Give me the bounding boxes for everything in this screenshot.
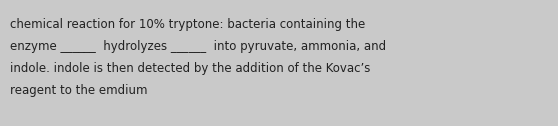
Text: chemical reaction for 10% tryptone: bacteria containing the: chemical reaction for 10% tryptone: bact… <box>10 18 365 31</box>
Text: indole. indole is then detected by the addition of the Kovac’s: indole. indole is then detected by the a… <box>10 62 371 75</box>
Text: enzyme ______  hydrolyzes ______  into pyruvate, ammonia, and: enzyme ______ hydrolyzes ______ into pyr… <box>10 40 386 53</box>
Text: reagent to the emdium: reagent to the emdium <box>10 84 147 97</box>
